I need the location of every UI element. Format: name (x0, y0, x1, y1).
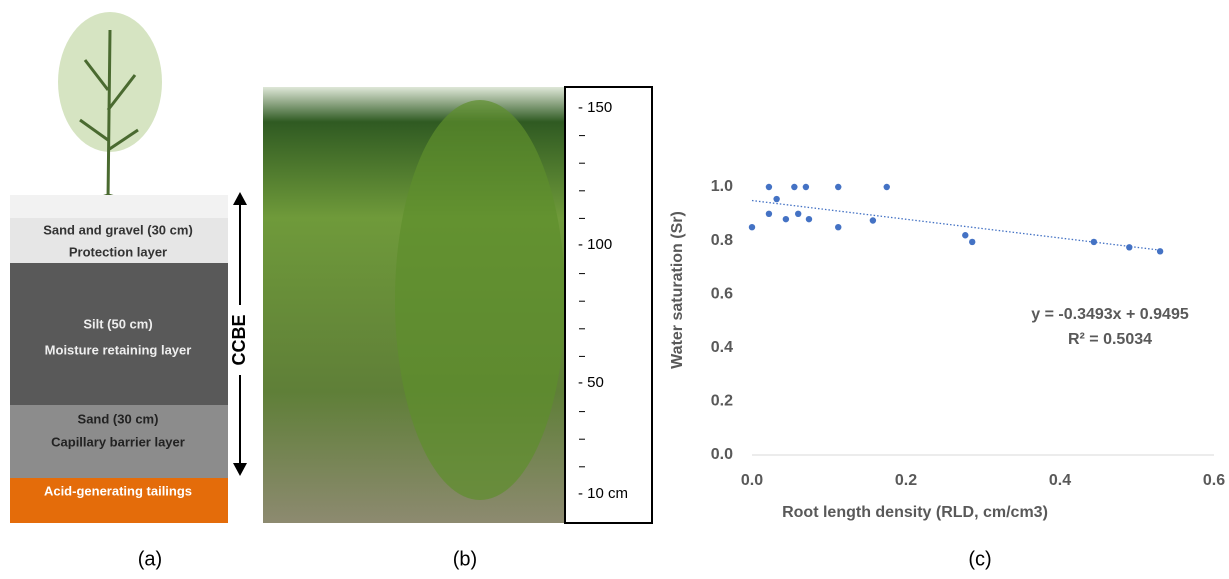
layer-sand (10, 405, 228, 478)
y-tick-label: 0.8 (711, 232, 733, 249)
layer-label: Protection layer (69, 244, 167, 259)
point (748, 224, 756, 231)
trend-equation: y = -0.3493x + 0.9495 (1031, 306, 1189, 323)
x-tick-label: 0.4 (1049, 472, 1071, 489)
photo-shrub (395, 100, 565, 500)
caption: (b) (453, 548, 477, 570)
scale-label: - 150 (578, 99, 612, 116)
point (765, 183, 773, 191)
point (805, 215, 813, 223)
point (835, 224, 842, 231)
point (765, 210, 773, 217)
point (1090, 238, 1098, 246)
surface (10, 195, 228, 218)
layer-label: Acid-generating tailings (44, 483, 192, 498)
caption: (a) (138, 548, 162, 570)
point (791, 183, 798, 191)
x-tick-label: 0.0 (741, 472, 763, 489)
point (1126, 244, 1133, 251)
scale-box (564, 86, 653, 524)
y-tick-label: 0.0 (711, 446, 733, 463)
layer-protection (10, 218, 228, 263)
point (869, 217, 877, 224)
y-axis-title: Water saturation (Sr) (669, 211, 686, 369)
tree (59, 29, 161, 212)
layer-label: Sand and gravel (30 cm) (43, 222, 193, 237)
y-tick-label: 0.4 (711, 339, 733, 356)
point (962, 232, 969, 239)
scale-label: - 100 (578, 236, 612, 253)
layer-tailings (10, 478, 228, 523)
point (883, 183, 890, 191)
x-tick-label: 0.6 (1203, 472, 1225, 489)
layer-label: Sand (30 cm) (78, 411, 159, 426)
y-tick-label: 0.2 (711, 393, 733, 410)
ccbe-label: CCBE (229, 314, 249, 365)
panel-a: Sand and gravel (30 cm) Protection layer… (10, 12, 252, 570)
layer-label: Moisture retaining layer (45, 342, 192, 357)
point (1156, 248, 1164, 255)
y-tick-label: 1.0 (711, 178, 733, 195)
layer-label: Capillary barrier layer (51, 434, 185, 449)
x-axis-title: Root length density (RLD, cm/cm3) (782, 504, 1048, 521)
panel-c: Water saturation (Sr) Root length densit… (669, 178, 1225, 570)
y-tick-label: 0.6 (711, 285, 733, 302)
trend-r2: R² = 0.5034 (1068, 331, 1152, 348)
arrow-gap (228, 305, 252, 375)
x-tick-label: 0.2 (895, 472, 917, 489)
panel-b: - 150 - 100 - 50 - 10 cm (b) (263, 86, 653, 570)
scale-label: - 10 cm (578, 485, 628, 502)
caption: (c) (968, 548, 991, 570)
layer-label: Silt (50 cm) (83, 316, 152, 331)
point (969, 238, 976, 246)
point (795, 210, 802, 217)
trendline (751, 199, 1161, 251)
point (802, 183, 810, 191)
layer-silt (10, 263, 228, 405)
scale-label: - 50 (578, 374, 604, 391)
point (773, 195, 780, 203)
point (782, 215, 790, 223)
point (835, 183, 842, 191)
